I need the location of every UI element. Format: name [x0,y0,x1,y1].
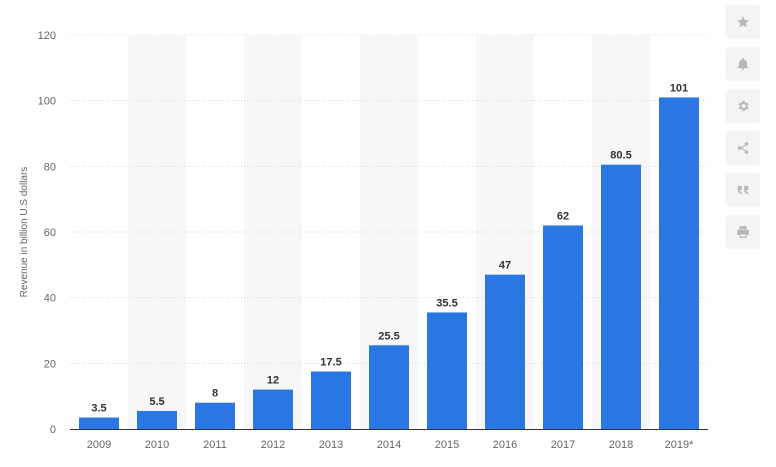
y-tick-label: 40 [44,293,56,305]
y-tick-label: 120 [38,30,56,42]
bar[interactable] [79,417,119,429]
share-icon [737,142,749,154]
cite-button[interactable] [726,173,760,207]
x-tick-label: 2009 [87,439,111,451]
data-label: 62 [557,210,569,222]
y-tick-label: 0 [50,424,56,436]
x-tick-label: 2016 [493,439,517,451]
settings-button[interactable] [726,89,760,123]
data-label: 47 [499,260,511,272]
bar[interactable] [253,389,293,429]
bar[interactable] [427,312,467,429]
y-axis-label: Revenue in billion U.S dollars [19,167,30,298]
x-tick-label: 2014 [377,439,401,451]
y-tick-label: 80 [44,161,56,173]
data-label: 5.5 [149,396,164,408]
x-tick-label: 2012 [261,439,285,451]
y-tick-label: 20 [44,358,56,370]
x-tick-label: 2015 [435,439,459,451]
bell-icon [737,57,749,70]
bar[interactable] [485,274,525,429]
y-tick-label: 60 [44,227,56,239]
bar[interactable] [601,164,641,430]
data-label: 25.5 [378,330,399,342]
share-button[interactable] [726,131,760,165]
x-tick-label: 2013 [319,439,343,451]
column-band [244,35,302,429]
bar[interactable] [195,402,235,429]
quote-icon [737,185,749,195]
notification-button[interactable] [726,47,760,81]
data-label: 80.5 [610,150,631,162]
data-label: 3.5 [91,403,106,415]
data-label: 101 [670,82,688,94]
x-tick-label: 2011 [203,439,227,451]
toolbar [726,5,760,249]
data-label: 8 [212,388,218,400]
data-label: 17.5 [320,357,341,369]
star-icon [737,16,749,28]
print-icon [737,226,749,238]
y-tick-label: 100 [38,96,56,108]
print-button[interactable] [726,215,760,249]
bar[interactable] [369,345,409,429]
data-label: 12 [267,375,279,387]
favorite-button[interactable] [726,5,760,39]
x-tick-label: 2018 [609,439,633,451]
data-label: 35.5 [436,297,457,309]
bar[interactable] [311,371,351,429]
x-tick-label: 2019* [665,439,694,451]
x-tick-label: 2017 [551,439,575,451]
x-tick-label: 2010 [145,439,169,451]
bar[interactable] [659,97,699,429]
bar[interactable] [543,225,583,429]
gear-icon [738,100,749,112]
bar[interactable] [137,410,177,429]
